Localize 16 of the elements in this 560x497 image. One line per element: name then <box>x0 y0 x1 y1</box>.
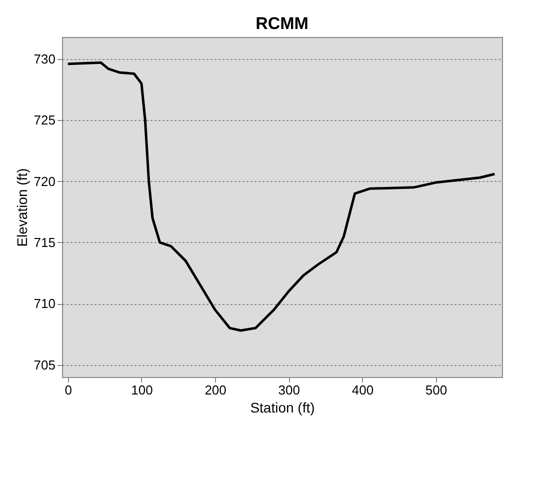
x-tick-label: 200 <box>204 382 226 398</box>
y-tick-label: 730 <box>34 52 56 67</box>
y-tick-label: 705 <box>34 357 56 372</box>
y-tick-label: 710 <box>34 296 56 312</box>
x-axis-title: Station (ft) <box>250 400 315 416</box>
x-tick-label: 400 <box>352 382 374 398</box>
x-tick-label: 500 <box>425 382 448 398</box>
y-tick-label: 725 <box>34 112 56 128</box>
line-series <box>66 61 496 332</box>
y-tick-label: 720 <box>34 174 56 189</box>
x-tick-label: 0 <box>64 382 72 398</box>
x-tick-label: 300 <box>278 382 300 398</box>
x-tick-label: 100 <box>131 382 153 398</box>
chart-title: RCMM <box>256 14 308 33</box>
y-axis-title: Elevation (ft) <box>14 168 30 247</box>
y-tick-label: 715 <box>34 234 56 250</box>
